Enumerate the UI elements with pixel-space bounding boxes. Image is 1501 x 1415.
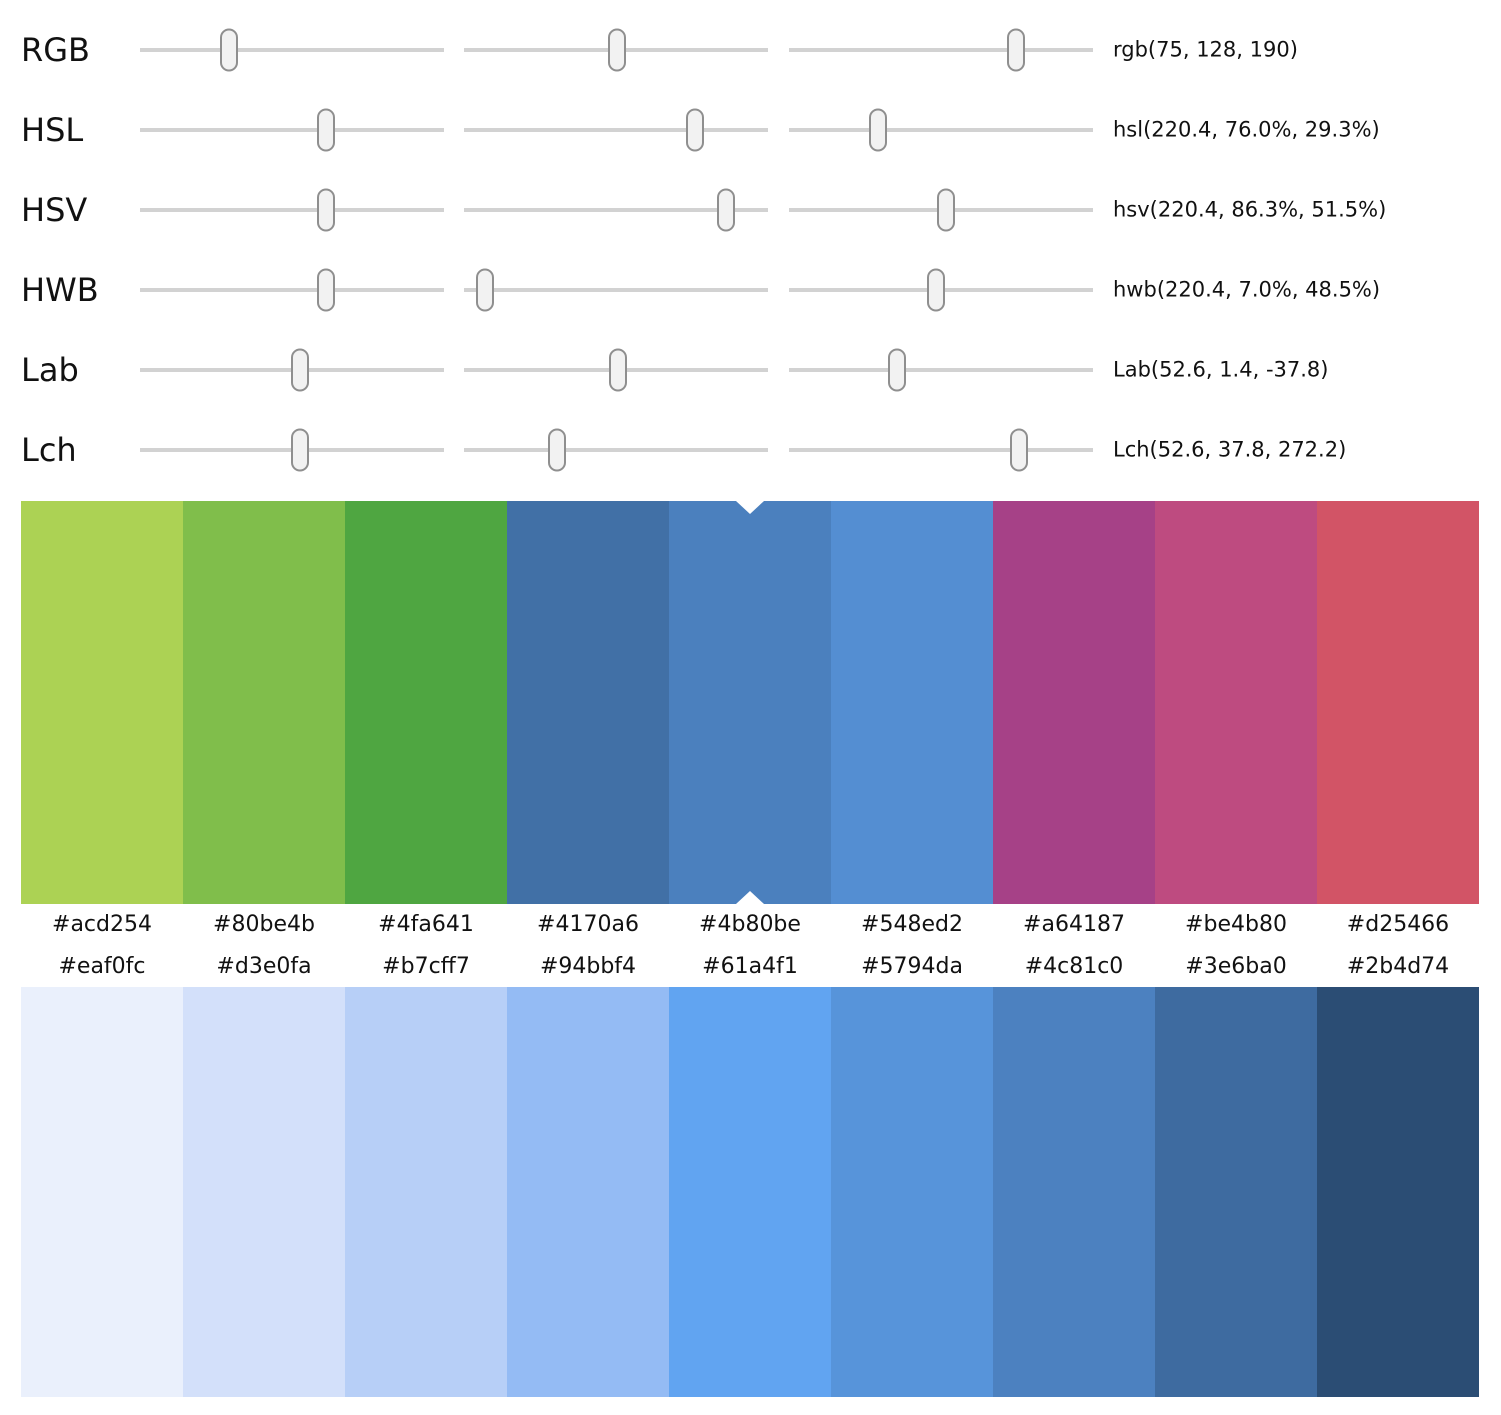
hsv-slider-track-3[interactable]: [789, 188, 1093, 232]
selected-swatch-notch-top: [736, 501, 764, 514]
slider-row-lab: Lab Lab(52.6, 1.4, -37.8): [0, 330, 1501, 410]
lab-slider-track-3[interactable]: [789, 348, 1093, 392]
palette-swatch[interactable]: [1317, 987, 1479, 1397]
swatch-hex-label: #d25466: [1346, 912, 1450, 937]
slider-row-lch: Lch Lch(52.6, 37.8, 272.2): [0, 410, 1501, 490]
hsv-slider-track-2[interactable]: [464, 188, 768, 232]
palette-swatch[interactable]: [993, 987, 1155, 1397]
palette-swatch[interactable]: [669, 987, 831, 1397]
hsv-row-label: HSV: [21, 191, 88, 229]
hsl-slider-thumb-1[interactable]: [317, 108, 336, 152]
swatch-hex-label: #4170a6: [537, 912, 639, 937]
swatch-hex-label: #d3e0fa: [216, 953, 312, 979]
lch-value-label: Lch(52.6, 37.8, 272.2): [1113, 437, 1347, 462]
swatch-hex-label: #4fa641: [378, 912, 474, 937]
harmony-palette-strip: [21, 501, 1479, 904]
lab-value-label: Lab(52.6, 1.4, -37.8): [1113, 357, 1329, 382]
swatch-hex-label: #4c81c0: [1024, 953, 1124, 979]
palette-swatch-selected[interactable]: [669, 501, 831, 904]
slider-row-hsv: HSV hsv(220.4, 86.3%, 51.5%): [0, 170, 1501, 250]
rgb-slider-thumb-2[interactable]: [607, 28, 626, 72]
hsl-slider-thumb-3[interactable]: [869, 108, 888, 152]
palette-swatch[interactable]: [345, 987, 507, 1397]
selected-swatch-notch-bottom: [736, 891, 764, 904]
swatch-hex-label: #a64187: [1023, 912, 1125, 937]
swatch-hex-label: #2b4d74: [1346, 953, 1450, 979]
hsl-row-label: HSL: [21, 111, 84, 149]
swatch-hex-label: #80be4b: [213, 912, 315, 937]
swatch-hex-label: #61a4f1: [702, 953, 798, 979]
swatch-hex-label: #548ed2: [861, 912, 963, 937]
slider-row-hsl: HSL hsl(220.4, 76.0%, 29.3%): [0, 90, 1501, 170]
hwb-slider-thumb-2[interactable]: [476, 268, 495, 312]
hsv-slider-thumb-2[interactable]: [717, 188, 736, 232]
lab-slider-thumb-3[interactable]: [887, 348, 906, 392]
swatch-hex-label: #eaf0fc: [58, 953, 146, 979]
swatch-hex-label: #4b80be: [699, 912, 801, 937]
hsl-slider-track-1[interactable]: [140, 108, 444, 152]
swatch-hex-label: #acd254: [52, 912, 152, 937]
hwb-slider-thumb-1[interactable]: [317, 268, 336, 312]
hwb-row-label: HWB: [21, 271, 99, 309]
lab-slider-thumb-1[interactable]: [290, 348, 309, 392]
lch-slider-thumb-3[interactable]: [1009, 428, 1028, 472]
lch-row-label: Lch: [21, 431, 77, 469]
hwb-slider-track-1[interactable]: [140, 268, 444, 312]
rgb-row-label: RGB: [21, 31, 90, 69]
rgb-slider-thumb-1[interactable]: [220, 28, 239, 72]
hsl-value-label: hsl(220.4, 76.0%, 29.3%): [1113, 117, 1380, 142]
lch-slider-thumb-1[interactable]: [290, 428, 309, 472]
palette-swatch[interactable]: [831, 987, 993, 1397]
hsv-slider-thumb-3[interactable]: [936, 188, 955, 232]
palette-swatch[interactable]: [183, 987, 345, 1397]
palette-swatch[interactable]: [1155, 501, 1317, 904]
hwb-slider-track-3[interactable]: [789, 268, 1093, 312]
lch-slider-track-3[interactable]: [789, 428, 1093, 472]
hsv-slider-thumb-1[interactable]: [317, 188, 336, 232]
palette-swatch[interactable]: [21, 987, 183, 1397]
slider-row-rgb: RGB rgb(75, 128, 190): [0, 10, 1501, 90]
lch-slider-thumb-2[interactable]: [548, 428, 567, 472]
hsv-value-label: hsv(220.4, 86.3%, 51.5%): [1113, 197, 1387, 222]
palette-swatch[interactable]: [183, 501, 345, 904]
swatch-hex-label: #94bbf4: [539, 953, 637, 979]
palette-swatch[interactable]: [1155, 987, 1317, 1397]
rgb-value-label: rgb(75, 128, 190): [1113, 37, 1298, 62]
slider-row-hwb: HWB hwb(220.4, 7.0%, 48.5%): [0, 250, 1501, 330]
scale-hex-label-row: #eaf0fc #d3e0fa #b7cff7 #94bbf4 #61a4f1 …: [21, 945, 1479, 987]
rgb-slider-thumb-3[interactable]: [1006, 28, 1025, 72]
hwb-slider-track-2[interactable]: [464, 268, 768, 312]
palette-swatch[interactable]: [507, 987, 669, 1397]
hsl-slider-thumb-2[interactable]: [686, 108, 705, 152]
lab-slider-track-2[interactable]: [464, 348, 768, 392]
lch-slider-track-2[interactable]: [464, 428, 768, 472]
palette-swatch[interactable]: [1317, 501, 1479, 904]
hsl-slider-track-2[interactable]: [464, 108, 768, 152]
rgb-slider-track-3[interactable]: [789, 28, 1093, 72]
swatch-hex-label: #b7cff7: [382, 953, 470, 979]
rgb-slider-track-2[interactable]: [464, 28, 768, 72]
palette-swatch[interactable]: [21, 501, 183, 904]
hwb-slider-thumb-3[interactable]: [927, 268, 946, 312]
palette-swatch[interactable]: [507, 501, 669, 904]
hwb-value-label: hwb(220.4, 7.0%, 48.5%): [1113, 277, 1381, 302]
lab-slider-thumb-2[interactable]: [609, 348, 628, 392]
harmony-hex-label-row: #acd254 #80be4b #4fa641 #4170a6 #4b80be …: [21, 904, 1479, 945]
swatch-hex-label: #5794da: [861, 953, 963, 979]
tint-shade-palette-strip: [21, 987, 1479, 1397]
lch-slider-track-1[interactable]: [140, 428, 444, 472]
lab-row-label: Lab: [21, 351, 79, 389]
swatch-hex-label: #be4b80: [1185, 912, 1287, 937]
palette-swatch[interactable]: [345, 501, 507, 904]
hsv-slider-track-1[interactable]: [140, 188, 444, 232]
palette-swatch[interactable]: [993, 501, 1155, 904]
hsl-slider-track-3[interactable]: [789, 108, 1093, 152]
palette-swatch[interactable]: [831, 501, 993, 904]
rgb-slider-track-1[interactable]: [140, 28, 444, 72]
lab-slider-track-1[interactable]: [140, 348, 444, 392]
swatch-hex-label: #3e6ba0: [1185, 953, 1287, 979]
